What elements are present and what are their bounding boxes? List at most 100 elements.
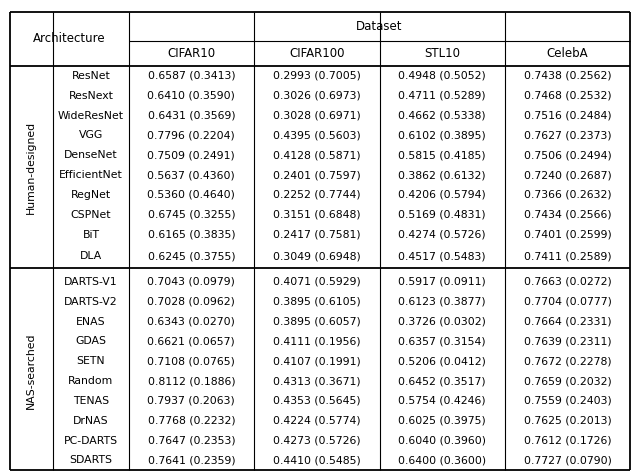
Text: DARTS-V1: DARTS-V1 [64,277,118,287]
Text: 0.7366 (0.2632): 0.7366 (0.2632) [524,190,611,200]
Text: 0.3862 (0.6132): 0.3862 (0.6132) [399,170,486,180]
Text: ResNext: ResNext [68,91,113,101]
Text: 0.4274 (0.5726): 0.4274 (0.5726) [399,229,486,239]
Text: 0.7659 (0.2032): 0.7659 (0.2032) [524,376,612,386]
Text: 0.4071 (0.5929): 0.4071 (0.5929) [273,277,361,287]
Text: 0.6431 (0.3569): 0.6431 (0.3569) [148,111,235,121]
Text: DARTS-V2: DARTS-V2 [64,297,118,307]
Text: 0.7796 (0.2204): 0.7796 (0.2204) [147,131,236,141]
Text: 0.6040 (0.3960): 0.6040 (0.3960) [398,436,486,446]
Text: 0.4410 (0.5485): 0.4410 (0.5485) [273,456,361,466]
Text: 0.7627 (0.2373): 0.7627 (0.2373) [524,131,611,141]
Text: 0.6587 (0.3413): 0.6587 (0.3413) [148,71,235,81]
Text: 0.7240 (0.2687): 0.7240 (0.2687) [524,170,612,180]
Text: 0.4206 (0.5794): 0.4206 (0.5794) [398,190,486,200]
Text: CSPNet: CSPNet [70,210,111,220]
Text: 0.7727 (0.0790): 0.7727 (0.0790) [524,456,612,466]
Text: 0.7639 (0.2311): 0.7639 (0.2311) [524,336,611,346]
Text: 0.7468 (0.2532): 0.7468 (0.2532) [524,91,611,101]
Text: 0.4353 (0.5645): 0.4353 (0.5645) [273,396,360,406]
Text: STL10: STL10 [424,47,460,60]
Text: 0.4224 (0.5774): 0.4224 (0.5774) [273,416,360,426]
Text: 0.4313 (0.3671): 0.4313 (0.3671) [273,376,360,386]
Text: BiT: BiT [83,229,99,239]
Text: 0.2401 (0.7597): 0.2401 (0.7597) [273,170,361,180]
Text: 0.7612 (0.1726): 0.7612 (0.1726) [524,436,611,446]
Text: 0.6245 (0.3755): 0.6245 (0.3755) [148,251,235,261]
Text: 0.3049 (0.6948): 0.3049 (0.6948) [273,251,361,261]
Text: 0.5917 (0.0911): 0.5917 (0.0911) [398,277,486,287]
Text: 0.2993 (0.7005): 0.2993 (0.7005) [273,71,361,81]
Text: DrNAS: DrNAS [73,416,109,426]
Text: 0.5754 (0.4246): 0.5754 (0.4246) [399,396,486,406]
Text: RegNet: RegNet [71,190,111,200]
Text: 0.7506 (0.2494): 0.7506 (0.2494) [524,150,612,160]
Text: 0.6025 (0.3975): 0.6025 (0.3975) [398,416,486,426]
Text: 0.3151 (0.6848): 0.3151 (0.6848) [273,210,360,220]
Text: 0.3026 (0.6973): 0.3026 (0.6973) [273,91,361,101]
Text: Dataset: Dataset [356,20,403,33]
Text: 0.4273 (0.5726): 0.4273 (0.5726) [273,436,360,446]
Text: CIFAR100: CIFAR100 [289,47,344,60]
Text: 0.5815 (0.4185): 0.5815 (0.4185) [399,150,486,160]
Text: 0.7509 (0.2491): 0.7509 (0.2491) [147,150,236,160]
Text: 0.6400 (0.3600): 0.6400 (0.3600) [398,456,486,466]
Text: 0.4107 (0.1991): 0.4107 (0.1991) [273,356,361,366]
Text: 0.6357 (0.3154): 0.6357 (0.3154) [399,336,486,346]
Text: 0.2417 (0.7581): 0.2417 (0.7581) [273,229,360,239]
Text: 0.6343 (0.0270): 0.6343 (0.0270) [147,316,236,326]
Text: 0.5206 (0.0412): 0.5206 (0.0412) [398,356,486,366]
Text: GDAS: GDAS [76,336,106,346]
Text: 0.7516 (0.2484): 0.7516 (0.2484) [524,111,611,121]
Text: 0.7664 (0.2331): 0.7664 (0.2331) [524,316,611,326]
Text: 0.7672 (0.2278): 0.7672 (0.2278) [524,356,611,366]
Text: 0.2252 (0.7744): 0.2252 (0.7744) [273,190,360,200]
Text: 0.7411 (0.2589): 0.7411 (0.2589) [524,251,611,261]
Text: 0.5169 (0.4831): 0.5169 (0.4831) [399,210,486,220]
Text: Random: Random [68,376,113,386]
Text: DLA: DLA [80,251,102,261]
Text: 0.7647 (0.2353): 0.7647 (0.2353) [148,436,235,446]
Text: CelebA: CelebA [547,47,589,60]
Text: VGG: VGG [79,131,103,141]
Text: 0.3895 (0.6057): 0.3895 (0.6057) [273,316,361,326]
Text: 0.7641 (0.2359): 0.7641 (0.2359) [148,456,235,466]
Text: WideResNet: WideResNet [58,111,124,121]
Text: EfficientNet: EfficientNet [59,170,123,180]
Text: 0.6165 (0.3835): 0.6165 (0.3835) [148,229,235,239]
Text: 0.6621 (0.0657): 0.6621 (0.0657) [147,336,236,346]
Text: ENAS: ENAS [76,316,106,326]
Text: 0.7401 (0.2599): 0.7401 (0.2599) [524,229,612,239]
Text: 0.8112 (0.1886): 0.8112 (0.1886) [148,376,235,386]
Text: NAS-searched: NAS-searched [26,333,36,409]
Text: 0.4662 (0.5338): 0.4662 (0.5338) [399,111,486,121]
Text: 0.4517 (0.5483): 0.4517 (0.5483) [399,251,486,261]
Text: 0.6745 (0.3255): 0.6745 (0.3255) [148,210,235,220]
Text: 0.3028 (0.6971): 0.3028 (0.6971) [273,111,361,121]
Text: 0.3895 (0.6105): 0.3895 (0.6105) [273,297,361,307]
Text: SETN: SETN [77,356,105,366]
Text: 0.4948 (0.5052): 0.4948 (0.5052) [398,71,486,81]
Text: 0.4111 (0.1956): 0.4111 (0.1956) [273,336,360,346]
Text: 0.7625 (0.2013): 0.7625 (0.2013) [524,416,612,426]
Text: 0.5637 (0.4360): 0.5637 (0.4360) [147,170,236,180]
Text: 0.3726 (0.0302): 0.3726 (0.0302) [398,316,486,326]
Text: 0.7663 (0.0272): 0.7663 (0.0272) [524,277,612,287]
Text: Human-designed: Human-designed [26,121,36,214]
Text: 0.7434 (0.2566): 0.7434 (0.2566) [524,210,611,220]
Text: PC-DARTS: PC-DARTS [64,436,118,446]
Text: 0.7108 (0.0765): 0.7108 (0.0765) [147,356,236,366]
Text: 0.4711 (0.5289): 0.4711 (0.5289) [399,91,486,101]
Text: 0.7768 (0.2232): 0.7768 (0.2232) [148,416,235,426]
Text: 0.6410 (0.3590): 0.6410 (0.3590) [147,91,236,101]
Text: 0.7028 (0.0962): 0.7028 (0.0962) [147,297,236,307]
Text: SDARTS: SDARTS [69,456,113,466]
Text: 0.6102 (0.3895): 0.6102 (0.3895) [398,131,486,141]
Text: 0.7438 (0.2562): 0.7438 (0.2562) [524,71,611,81]
Text: TENAS: TENAS [73,396,109,406]
Text: DenseNet: DenseNet [64,150,118,160]
Text: 0.6123 (0.3877): 0.6123 (0.3877) [399,297,486,307]
Text: 0.4395 (0.5603): 0.4395 (0.5603) [273,131,361,141]
Text: 0.5360 (0.4640): 0.5360 (0.4640) [147,190,236,200]
Text: CIFAR10: CIFAR10 [167,47,216,60]
